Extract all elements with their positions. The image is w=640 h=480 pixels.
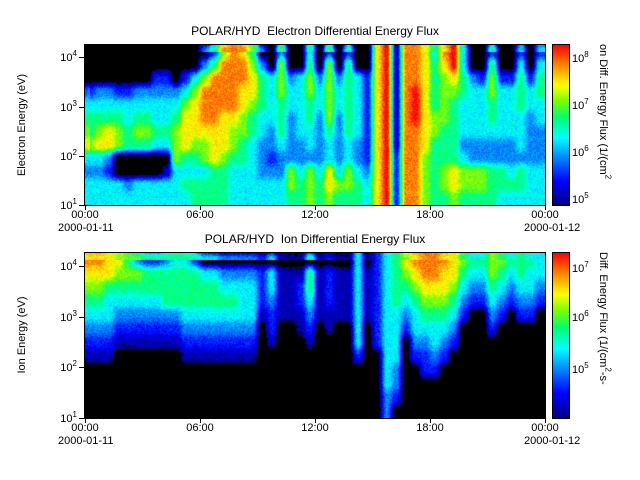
ion-panel-title: POLAR/HYD Ion Differential Energy Flux bbox=[204, 232, 426, 246]
y-tick-mark bbox=[79, 367, 84, 369]
electron-colorbar bbox=[552, 44, 570, 206]
x-tick-label: 00:00 bbox=[71, 209, 99, 221]
y-tick-mark bbox=[79, 57, 84, 59]
colorbar-tick-label: 105 bbox=[572, 191, 589, 207]
x-tick-mark bbox=[430, 206, 431, 210]
colorbar-tick-label: 108 bbox=[572, 49, 589, 65]
x-tick-mark bbox=[85, 206, 86, 210]
ion-colorbar bbox=[552, 252, 570, 419]
x-tick-mark bbox=[430, 419, 431, 423]
electron-colorbar-canvas bbox=[553, 45, 569, 205]
electron-y-axis-label: Electron Energy (eV) bbox=[16, 73, 28, 177]
ion-spectrogram bbox=[84, 252, 546, 419]
electron-heatmap-canvas bbox=[85, 45, 545, 205]
x-tick-mark bbox=[315, 419, 316, 423]
y-tick-mark bbox=[79, 265, 84, 267]
electron-colorbar-title: on Diff. Energy Flux (1/(cm2 bbox=[597, 44, 613, 180]
x-tick-label: 00:00 bbox=[71, 422, 99, 434]
x-tick-label: 06:00 bbox=[186, 209, 214, 221]
x-tick-label: 18:00 bbox=[416, 209, 444, 221]
electron-panel-title: POLAR/HYD Electron Differential Energy F… bbox=[191, 24, 439, 38]
y-tick-label: 104 bbox=[60, 49, 77, 65]
y-tick-label: 103 bbox=[60, 98, 77, 114]
ion-end-date-label: 2000-01-12 bbox=[524, 435, 581, 447]
ion-colorbar-ticks: 107 106 105 bbox=[572, 253, 602, 418]
ion-x-axis-ticks: 00:00 06:00 12:00 18:00 00:00 bbox=[71, 419, 559, 439]
ion-heatmap-canvas bbox=[85, 253, 545, 418]
ion-y-axis-ticks: 104 103 102 101 bbox=[44, 253, 84, 424]
x-tick-label: 00:00 bbox=[531, 209, 559, 221]
y-tick-mark bbox=[79, 155, 84, 157]
electron-x-axis-ticks: 00:00 06:00 12:00 18:00 00:00 bbox=[71, 206, 559, 226]
y-tick-mark bbox=[79, 316, 84, 318]
y-tick-mark bbox=[79, 205, 84, 206]
electron-start-date-label: 2000-01-11 bbox=[58, 222, 114, 234]
ion-colorbar-canvas bbox=[553, 253, 569, 418]
x-tick-mark bbox=[200, 206, 201, 210]
y-tick-label: 104 bbox=[60, 257, 77, 273]
electron-colorbar-ticks: 108 107 106 105 bbox=[572, 45, 602, 205]
x-tick-label: 00:00 bbox=[531, 422, 559, 434]
y-tick-label: 101 bbox=[60, 410, 77, 425]
ion-start-date-label: 2000-01-11 bbox=[58, 435, 114, 447]
electron-spectrogram bbox=[84, 44, 546, 206]
electron-end-date-label: 2000-01-12 bbox=[524, 222, 581, 234]
x-tick-mark bbox=[545, 419, 546, 423]
x-tick-mark bbox=[200, 419, 201, 423]
colorbar-tick-label: 107 bbox=[572, 97, 589, 112]
y-tick-label: 103 bbox=[60, 308, 77, 324]
x-tick-mark bbox=[315, 206, 316, 210]
x-tick-label: 12:00 bbox=[301, 209, 329, 221]
x-tick-mark bbox=[85, 419, 86, 423]
y-tick-label: 101 bbox=[60, 197, 77, 212]
electron-y-axis-ticks: 104 103 102 101 bbox=[44, 45, 84, 211]
y-tick-label: 102 bbox=[60, 147, 77, 163]
ion-colorbar-title: Diff. Energy Flux (1/(cm2-s- bbox=[597, 252, 613, 385]
colorbar-tick-label: 105 bbox=[572, 360, 589, 376]
x-tick-label: 06:00 bbox=[186, 422, 214, 434]
y-tick-mark bbox=[79, 418, 84, 419]
x-tick-label: 12:00 bbox=[301, 422, 329, 434]
x-tick-label: 18:00 bbox=[416, 422, 444, 434]
ion-y-axis-label: Ion Energy (eV) bbox=[16, 296, 28, 374]
x-tick-mark bbox=[545, 206, 546, 210]
colorbar-tick-label: 106 bbox=[572, 144, 589, 160]
y-tick-mark bbox=[79, 106, 84, 108]
colorbar-tick-label: 107 bbox=[572, 260, 589, 275]
colorbar-tick-label: 106 bbox=[572, 309, 589, 325]
y-tick-label: 102 bbox=[60, 359, 77, 374]
